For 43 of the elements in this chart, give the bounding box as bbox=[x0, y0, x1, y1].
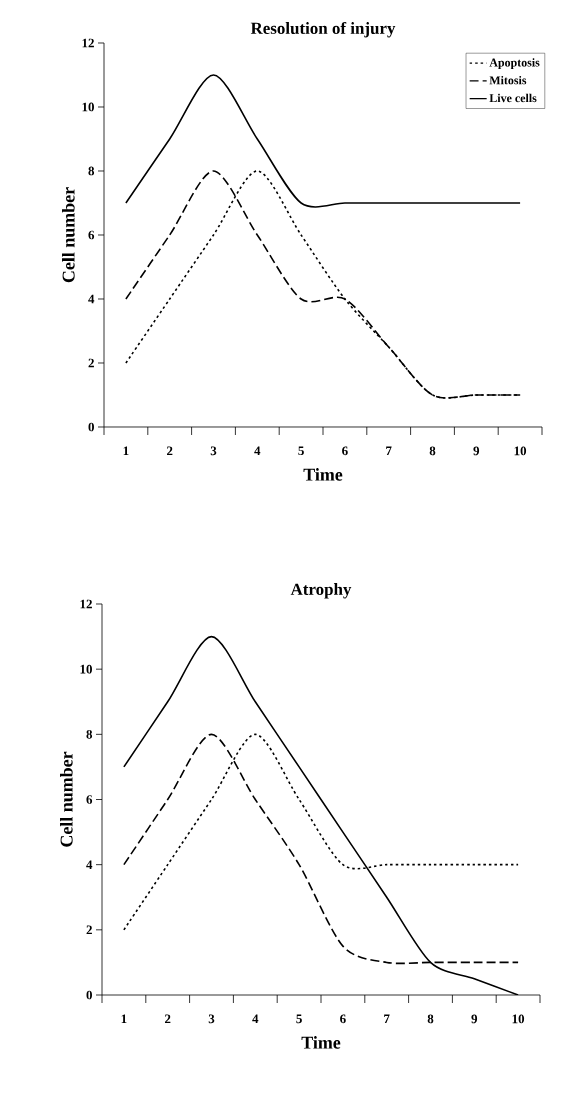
x-tick-label: 2 bbox=[165, 1014, 171, 1024]
x-tick-label: 8 bbox=[427, 1014, 434, 1024]
x-tick-label: 2 bbox=[167, 446, 173, 456]
x-tick-label: 8 bbox=[429, 446, 436, 456]
x-tick-label: 1 bbox=[121, 1014, 127, 1024]
y-tick-label: 2 bbox=[86, 925, 92, 935]
y-tick-label: 6 bbox=[86, 795, 93, 804]
x-tick-label: 4 bbox=[252, 1014, 259, 1024]
x-tick-label: 9 bbox=[471, 1014, 478, 1024]
y-tick-label: 6 bbox=[88, 230, 95, 240]
legend-label: Live cells bbox=[489, 93, 537, 103]
x-tick-label: 1 bbox=[123, 446, 129, 456]
y-tick-label: 8 bbox=[86, 729, 93, 739]
x-tick-label: 10 bbox=[512, 1014, 525, 1024]
y-tick-label: 4 bbox=[88, 294, 95, 304]
y-tick-label: 12 bbox=[80, 599, 92, 609]
y-axis-title: Cell number bbox=[60, 751, 73, 847]
x-tick-label: 3 bbox=[208, 1014, 215, 1024]
x-axis-title: Time bbox=[303, 468, 343, 481]
y-tick-label: 10 bbox=[82, 102, 94, 112]
x-tick-label: 10 bbox=[514, 446, 527, 456]
y-tick-label: 0 bbox=[86, 990, 92, 1000]
x-tick-label: 7 bbox=[384, 1014, 390, 1023]
x-tick-label: 5 bbox=[298, 446, 304, 456]
y-tick-label: 0 bbox=[88, 422, 94, 432]
x-tick-label: 4 bbox=[254, 446, 261, 456]
x-axis-title: Time bbox=[301, 1036, 341, 1049]
x-tick-label: 9 bbox=[473, 446, 480, 456]
y-axis-title: Cell number bbox=[62, 187, 75, 283]
y-tick-label: 12 bbox=[82, 38, 94, 48]
x-tick-label: 6 bbox=[340, 1014, 346, 1024]
x-tick-label: 5 bbox=[296, 1014, 302, 1024]
x-tick-label: 7 bbox=[386, 446, 392, 455]
x-tick-label: 3 bbox=[210, 446, 217, 456]
legend-label: Apoptosis bbox=[489, 58, 540, 70]
chart-title: Atrophy bbox=[290, 583, 352, 599]
y-tick-label: 2 bbox=[88, 358, 94, 368]
y-tick-label: 4 bbox=[86, 860, 93, 869]
chart-title: Resolution of injury bbox=[250, 21, 396, 38]
x-tick-label: 6 bbox=[342, 446, 348, 456]
y-tick-label: 8 bbox=[88, 166, 95, 176]
legend-label: Mitosis bbox=[489, 75, 527, 85]
y-tick-label: 10 bbox=[80, 664, 92, 674]
